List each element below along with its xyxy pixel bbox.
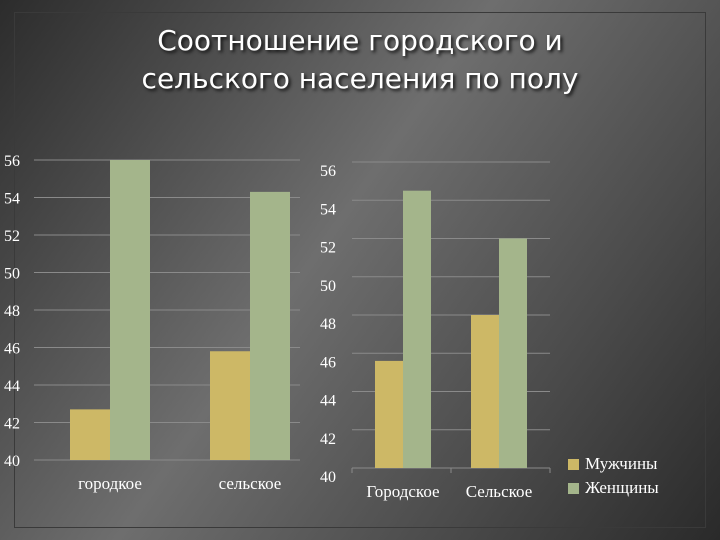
chart1-ytick-label: 50 — [4, 266, 20, 283]
chart2-ytick-label: 54 — [320, 201, 336, 218]
chart2-ytick-label: 48 — [320, 316, 336, 333]
chart1-ytick-label: 48 — [4, 303, 20, 320]
chart2-bar — [499, 238, 527, 468]
chart1-ytick-label: 42 — [4, 416, 20, 433]
slide-title: Соотношение городского и сельского насел… — [60, 22, 660, 98]
chart1-ytick-label: 40 — [4, 453, 20, 470]
chart2-category-label: Сельское — [466, 482, 533, 501]
chart1-ytick-label: 56 — [4, 153, 20, 170]
chart1-ytick-label: 44 — [4, 378, 20, 395]
chart1-bar — [110, 160, 150, 460]
chart1-ytick-label: 52 — [4, 228, 20, 245]
chart2-ytick-label: 44 — [320, 393, 336, 410]
chart1-ytick-label: 54 — [4, 191, 20, 208]
chart2-category-label: Городское — [366, 482, 439, 501]
chart1-category-label: сельское — [219, 474, 282, 493]
title-line-2: сельского населения по полу — [141, 62, 579, 95]
chart2-ytick-label: 42 — [320, 431, 336, 448]
slide-frame — [14, 12, 706, 528]
chart1-bar — [70, 409, 110, 460]
chart2-ytick-label: 46 — [320, 354, 336, 371]
legend-item-female: Женщины — [568, 476, 659, 500]
legend-label-female: Женщины — [585, 478, 659, 497]
chart2-ytick-label: 40 — [320, 469, 336, 486]
legend-item-male: Мужчины — [568, 452, 659, 476]
chart2-ytick-label: 56 — [320, 163, 336, 180]
chart1-category-label: городкое — [78, 474, 142, 493]
legend-label-male: Мужчины — [585, 454, 658, 473]
chart1-bar — [210, 351, 250, 460]
chart2-bar — [471, 315, 499, 468]
chart2-ytick-label: 52 — [320, 240, 336, 257]
chart2-bar — [403, 190, 431, 468]
legend-swatch-female — [568, 482, 579, 494]
chart2-ytick-label: 50 — [320, 278, 336, 295]
legend-swatch-male — [568, 458, 579, 470]
title-line-1: Соотношение городского и — [157, 24, 563, 57]
chart1-ytick-label: 46 — [4, 341, 20, 358]
chart2-bar — [375, 360, 403, 468]
legend: Мужчины Женщины — [568, 452, 659, 500]
chart1-bar — [250, 191, 290, 460]
